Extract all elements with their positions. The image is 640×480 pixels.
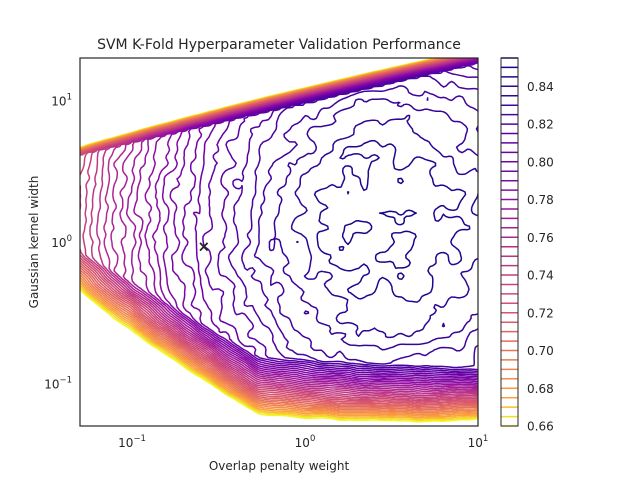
- x-axis-label: Overlap penalty weight: [209, 459, 350, 473]
- x-tick-exponent: −1: [133, 434, 146, 444]
- colorbar-tick-label: 0.80: [527, 155, 554, 169]
- x-tick-exponent: 0: [310, 434, 315, 444]
- x-tick-base: 10: [295, 436, 310, 450]
- contour-level-0.840: [290, 114, 478, 339]
- y-tick-base: 10: [51, 95, 66, 109]
- x-tick-label: 10−1: [118, 434, 146, 450]
- colorbar-tick-label: 0.68: [527, 382, 554, 396]
- x-axis-ticks: 10−1 100 101: [118, 434, 488, 450]
- colorbar-tick-label: 0.70: [527, 344, 554, 358]
- contour-level-0.825: [241, 75, 478, 369]
- contour-level-0.830: [253, 85, 478, 365]
- y-axis-label: Gaussian kernel width: [27, 176, 41, 309]
- colorbar-tick-label: 0.84: [527, 80, 554, 94]
- chart-title: SVM K-Fold Hyperparameter Validation Per…: [97, 37, 461, 53]
- x-tick-base: 10: [468, 436, 483, 450]
- contour-lines: [80, 58, 478, 423]
- colorbar-tick-label: 0.82: [527, 118, 554, 132]
- y-tick-label: 10−1: [44, 375, 72, 391]
- colorbar-tick-label: 0.78: [527, 193, 554, 207]
- colorbar-tick-label: 0.74: [527, 269, 554, 283]
- colorbar-tick-label: 0.72: [527, 306, 554, 320]
- colorbar-tick-label: 0.76: [527, 231, 554, 245]
- colorbar-tick-label: 0.66: [527, 420, 554, 434]
- contour-level-0.820: [227, 70, 478, 371]
- y-tick-label: 101: [51, 93, 72, 109]
- y-tick-base: 10: [44, 377, 59, 391]
- y-tick-label: 100: [51, 234, 72, 250]
- y-tick-base: 10: [51, 236, 66, 250]
- x-tick-label: 100: [295, 434, 316, 450]
- y-tick-exponent: 0: [67, 234, 72, 244]
- plot-frame: [79, 57, 479, 427]
- x-tick-base: 10: [118, 436, 133, 450]
- x-tick-label: 101: [468, 434, 489, 450]
- optimum-marker: ×: [198, 237, 211, 255]
- colorbar: 0.66 0.68 0.70 0.72 0.74 0.76 0.78 0.80 0.82 0.84: [500, 57, 554, 434]
- colorbar-frame: [500, 57, 519, 427]
- contour-level-0.845: [313, 139, 471, 303]
- contour-level-0.835: [268, 98, 478, 351]
- y-tick-exponent: −1: [59, 375, 72, 385]
- contour-level-0.850: [338, 177, 417, 280]
- y-tick-exponent: 1: [67, 93, 72, 103]
- x-tick-exponent: 1: [483, 434, 488, 444]
